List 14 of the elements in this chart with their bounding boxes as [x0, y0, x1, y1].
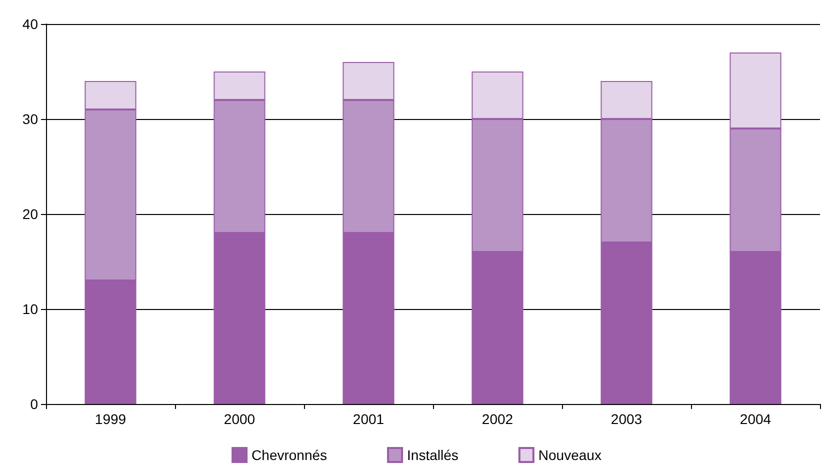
y-tick-label: 10: [22, 301, 38, 317]
x-tick-label: 2000: [224, 411, 256, 427]
y-tick-label: 20: [22, 206, 38, 222]
x-tick-label: 2003: [610, 411, 642, 427]
x-tick-label: 1999: [94, 411, 126, 427]
legend-label: Nouveaux: [538, 447, 602, 463]
y-tick-label: 30: [22, 111, 38, 127]
x-tick-label: 2002: [482, 411, 514, 427]
x-tick-label: 2001: [352, 411, 384, 427]
legend-label: Chevronnés: [252, 447, 328, 463]
y-tick-label: 40: [22, 16, 38, 32]
legend-label: Installés: [407, 447, 458, 463]
y-tick-label: 0: [30, 396, 38, 412]
x-tick-label: 2004: [740, 411, 772, 427]
